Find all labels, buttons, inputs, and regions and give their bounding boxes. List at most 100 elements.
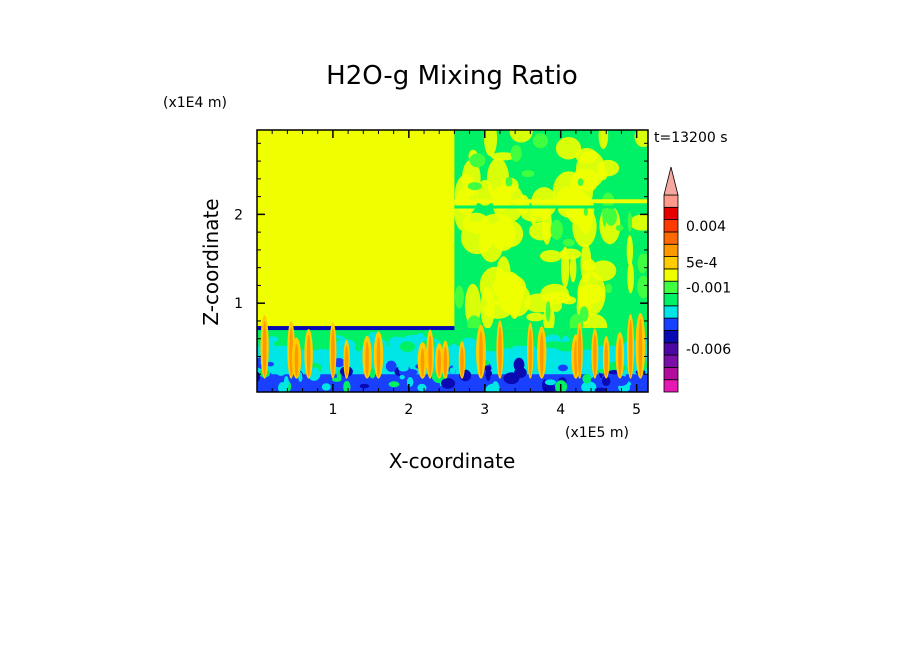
blue-patch bbox=[385, 360, 397, 372]
moist-patch bbox=[492, 185, 512, 212]
moist-patch bbox=[637, 275, 648, 299]
moist-patch bbox=[505, 176, 511, 187]
moist-patch bbox=[454, 285, 464, 309]
blue-patch bbox=[321, 383, 331, 391]
plume-core bbox=[262, 321, 267, 377]
colorbar-swatch bbox=[663, 305, 679, 319]
moist-patch bbox=[496, 220, 524, 248]
colorbar-swatch bbox=[663, 342, 679, 356]
colorbar-swatch bbox=[663, 243, 679, 257]
blue-patch bbox=[530, 386, 541, 392]
moist-patch bbox=[597, 169, 608, 181]
cyan-patch bbox=[483, 341, 509, 351]
colorbar-label: -0.001 bbox=[686, 280, 731, 296]
upper-band bbox=[454, 205, 648, 209]
axis-ticks: 1 2 3 4 5 1 2 bbox=[234, 130, 648, 418]
colorbar-swatch bbox=[663, 219, 679, 233]
blue-patch bbox=[417, 383, 427, 392]
chart-title: H2O-g Mixing Ratio bbox=[326, 61, 578, 91]
plume-core bbox=[628, 319, 633, 377]
moist-patch bbox=[575, 150, 606, 189]
plume-core bbox=[306, 335, 311, 377]
moist-patch bbox=[615, 224, 624, 231]
blue-patch bbox=[283, 376, 289, 389]
plume-core bbox=[593, 334, 597, 377]
moist-patch bbox=[605, 283, 612, 294]
moist-patch bbox=[598, 130, 609, 149]
moist-patch bbox=[503, 283, 531, 317]
blue-patch bbox=[397, 362, 405, 367]
blue-patch bbox=[614, 375, 629, 386]
moist-patch bbox=[577, 178, 584, 186]
colorbar-swatch bbox=[663, 293, 679, 307]
plume-core bbox=[331, 328, 335, 377]
moist-patch bbox=[627, 261, 634, 294]
blue-patch bbox=[601, 375, 611, 387]
blue-patch bbox=[331, 377, 342, 382]
blue-patch bbox=[369, 368, 376, 379]
plume-core bbox=[437, 349, 442, 377]
x-tick-label: 4 bbox=[556, 402, 565, 418]
cyan-patch bbox=[354, 335, 363, 352]
x-tick-label: 3 bbox=[480, 402, 489, 418]
colorbar-swatch bbox=[663, 354, 679, 368]
colorbar-swatch bbox=[663, 194, 679, 208]
blue-patch bbox=[440, 378, 456, 389]
moist-patch bbox=[627, 212, 633, 232]
heatmap-field bbox=[257, 130, 648, 392]
moist-patch bbox=[579, 306, 589, 322]
y-unit-label: (x1E4 m) bbox=[163, 95, 227, 111]
x-tick-label: 1 bbox=[328, 402, 337, 418]
moist-patch bbox=[605, 207, 617, 226]
x-tick-label: 2 bbox=[404, 402, 413, 418]
plume-core bbox=[638, 319, 643, 377]
plume-core bbox=[365, 341, 369, 377]
moist-patch bbox=[540, 283, 569, 304]
blue-patch bbox=[582, 374, 592, 384]
plume-core bbox=[618, 337, 622, 377]
x-tick-label: 5 bbox=[632, 402, 641, 418]
plume-core bbox=[443, 346, 448, 377]
plume-core bbox=[528, 328, 533, 377]
blue-patch bbox=[331, 381, 342, 389]
colorbar-label: 5e-4 bbox=[686, 256, 718, 272]
moist-patch bbox=[562, 238, 575, 247]
plume-core bbox=[420, 348, 425, 377]
moist-patch bbox=[626, 235, 634, 267]
blue-patch bbox=[343, 380, 351, 392]
colorbar-swatch bbox=[663, 379, 679, 393]
blue-patch bbox=[581, 381, 597, 392]
plume-core bbox=[604, 341, 609, 377]
moist-patch bbox=[509, 130, 533, 143]
moist-patch bbox=[582, 258, 596, 272]
y-tick-label: 1 bbox=[234, 296, 243, 312]
colorbar-extend-arrow bbox=[663, 166, 679, 196]
plume-core bbox=[294, 343, 299, 377]
blue-patch bbox=[484, 365, 492, 371]
blue-patch bbox=[502, 366, 509, 374]
colorbar-swatch bbox=[663, 268, 679, 282]
moist-patch bbox=[638, 254, 648, 263]
moist-patch bbox=[583, 207, 588, 216]
blue-patch bbox=[399, 374, 405, 380]
moist-patch bbox=[559, 248, 582, 260]
cyan-patch bbox=[556, 341, 576, 352]
blue-patch bbox=[557, 364, 569, 372]
inversion-line bbox=[257, 326, 455, 331]
colorbar-swatch bbox=[663, 231, 679, 245]
plume-core bbox=[479, 330, 483, 377]
plume-core bbox=[498, 326, 502, 377]
moist-patch bbox=[545, 301, 551, 322]
colorbar: 0.004 5e-4 -0.001 -0.006 bbox=[663, 166, 731, 393]
moist-patch bbox=[532, 133, 548, 149]
blue-patch bbox=[485, 383, 501, 392]
colorbar-swatch bbox=[663, 256, 679, 270]
blue-patch bbox=[276, 367, 286, 376]
moist-patch bbox=[526, 312, 545, 322]
plume-core bbox=[344, 345, 349, 377]
blue-patch bbox=[544, 379, 556, 386]
plume-core bbox=[539, 332, 544, 377]
moist-patch bbox=[467, 182, 482, 191]
time-label: t=13200 s bbox=[654, 130, 728, 146]
